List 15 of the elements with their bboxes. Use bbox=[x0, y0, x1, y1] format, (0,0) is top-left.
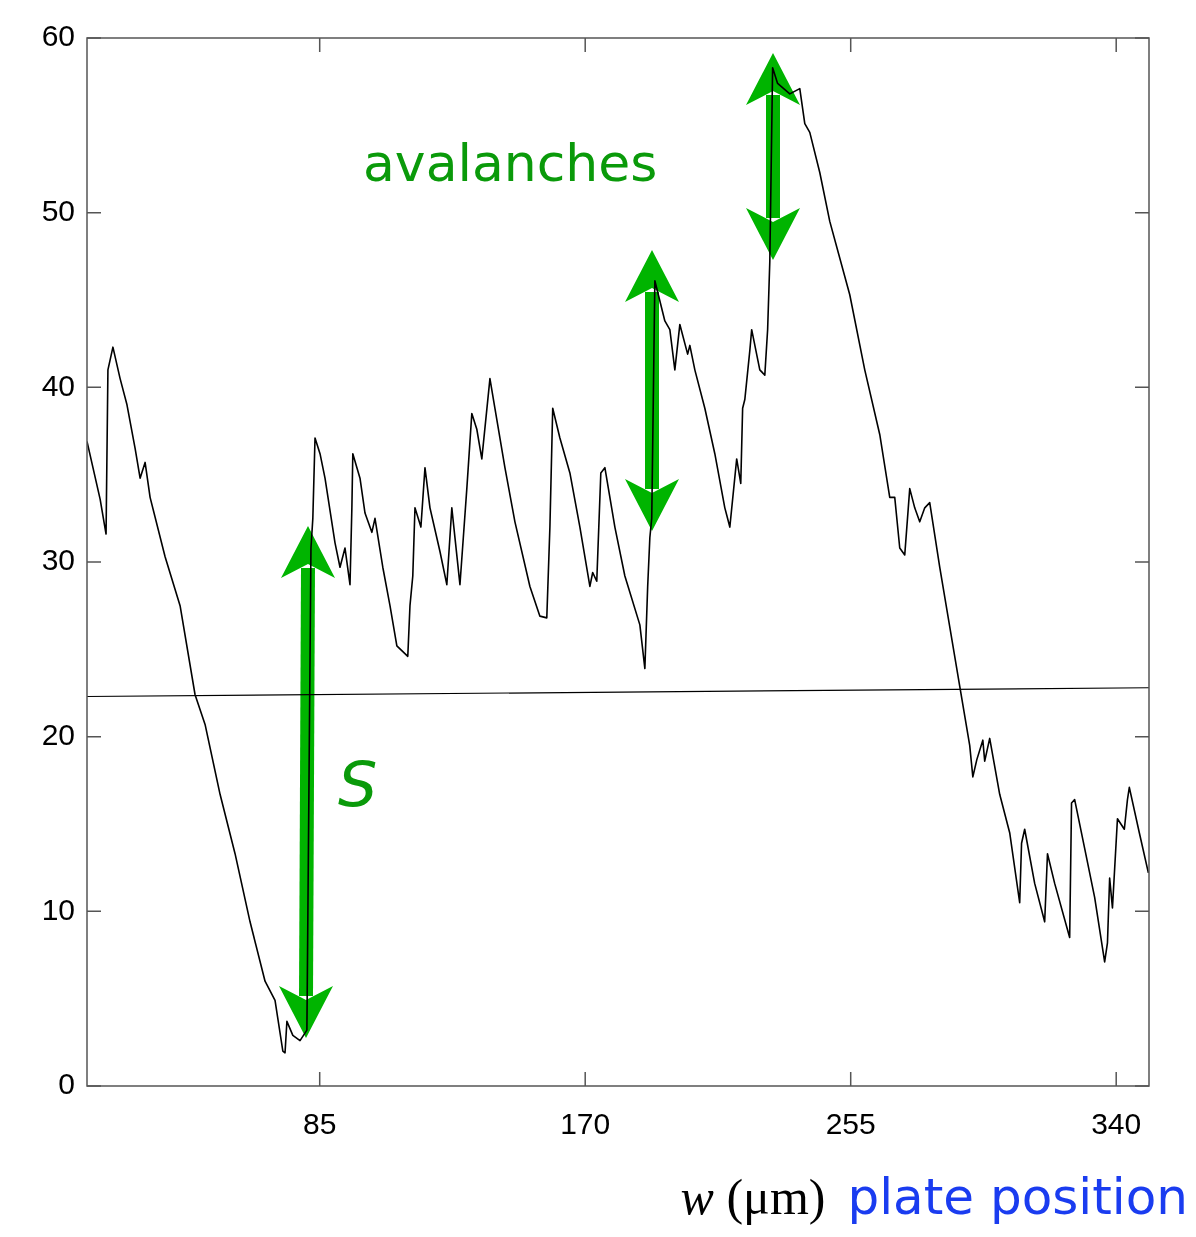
y-tick-label: 10 bbox=[41, 892, 75, 926]
x-tick-label: 340 bbox=[1091, 1107, 1142, 1141]
y-tick-label: 60 bbox=[41, 19, 75, 53]
annotation: S bbox=[338, 748, 378, 821]
annotation: avalanches bbox=[363, 133, 658, 193]
x-tick-label: 170 bbox=[560, 1107, 611, 1141]
y-tick-label: 20 bbox=[41, 717, 75, 751]
y-tick-label: 50 bbox=[41, 193, 75, 227]
y-tick-label: 0 bbox=[58, 1067, 75, 1101]
x-axis-title: w (μm) bbox=[680, 1169, 826, 1225]
text: plate position bbox=[847, 1168, 1188, 1226]
x-tick-label: 255 bbox=[825, 1107, 876, 1141]
y-tick-label: 30 bbox=[41, 543, 75, 577]
x-tick-label: 85 bbox=[303, 1107, 337, 1141]
y-tick-label: 40 bbox=[41, 368, 75, 402]
